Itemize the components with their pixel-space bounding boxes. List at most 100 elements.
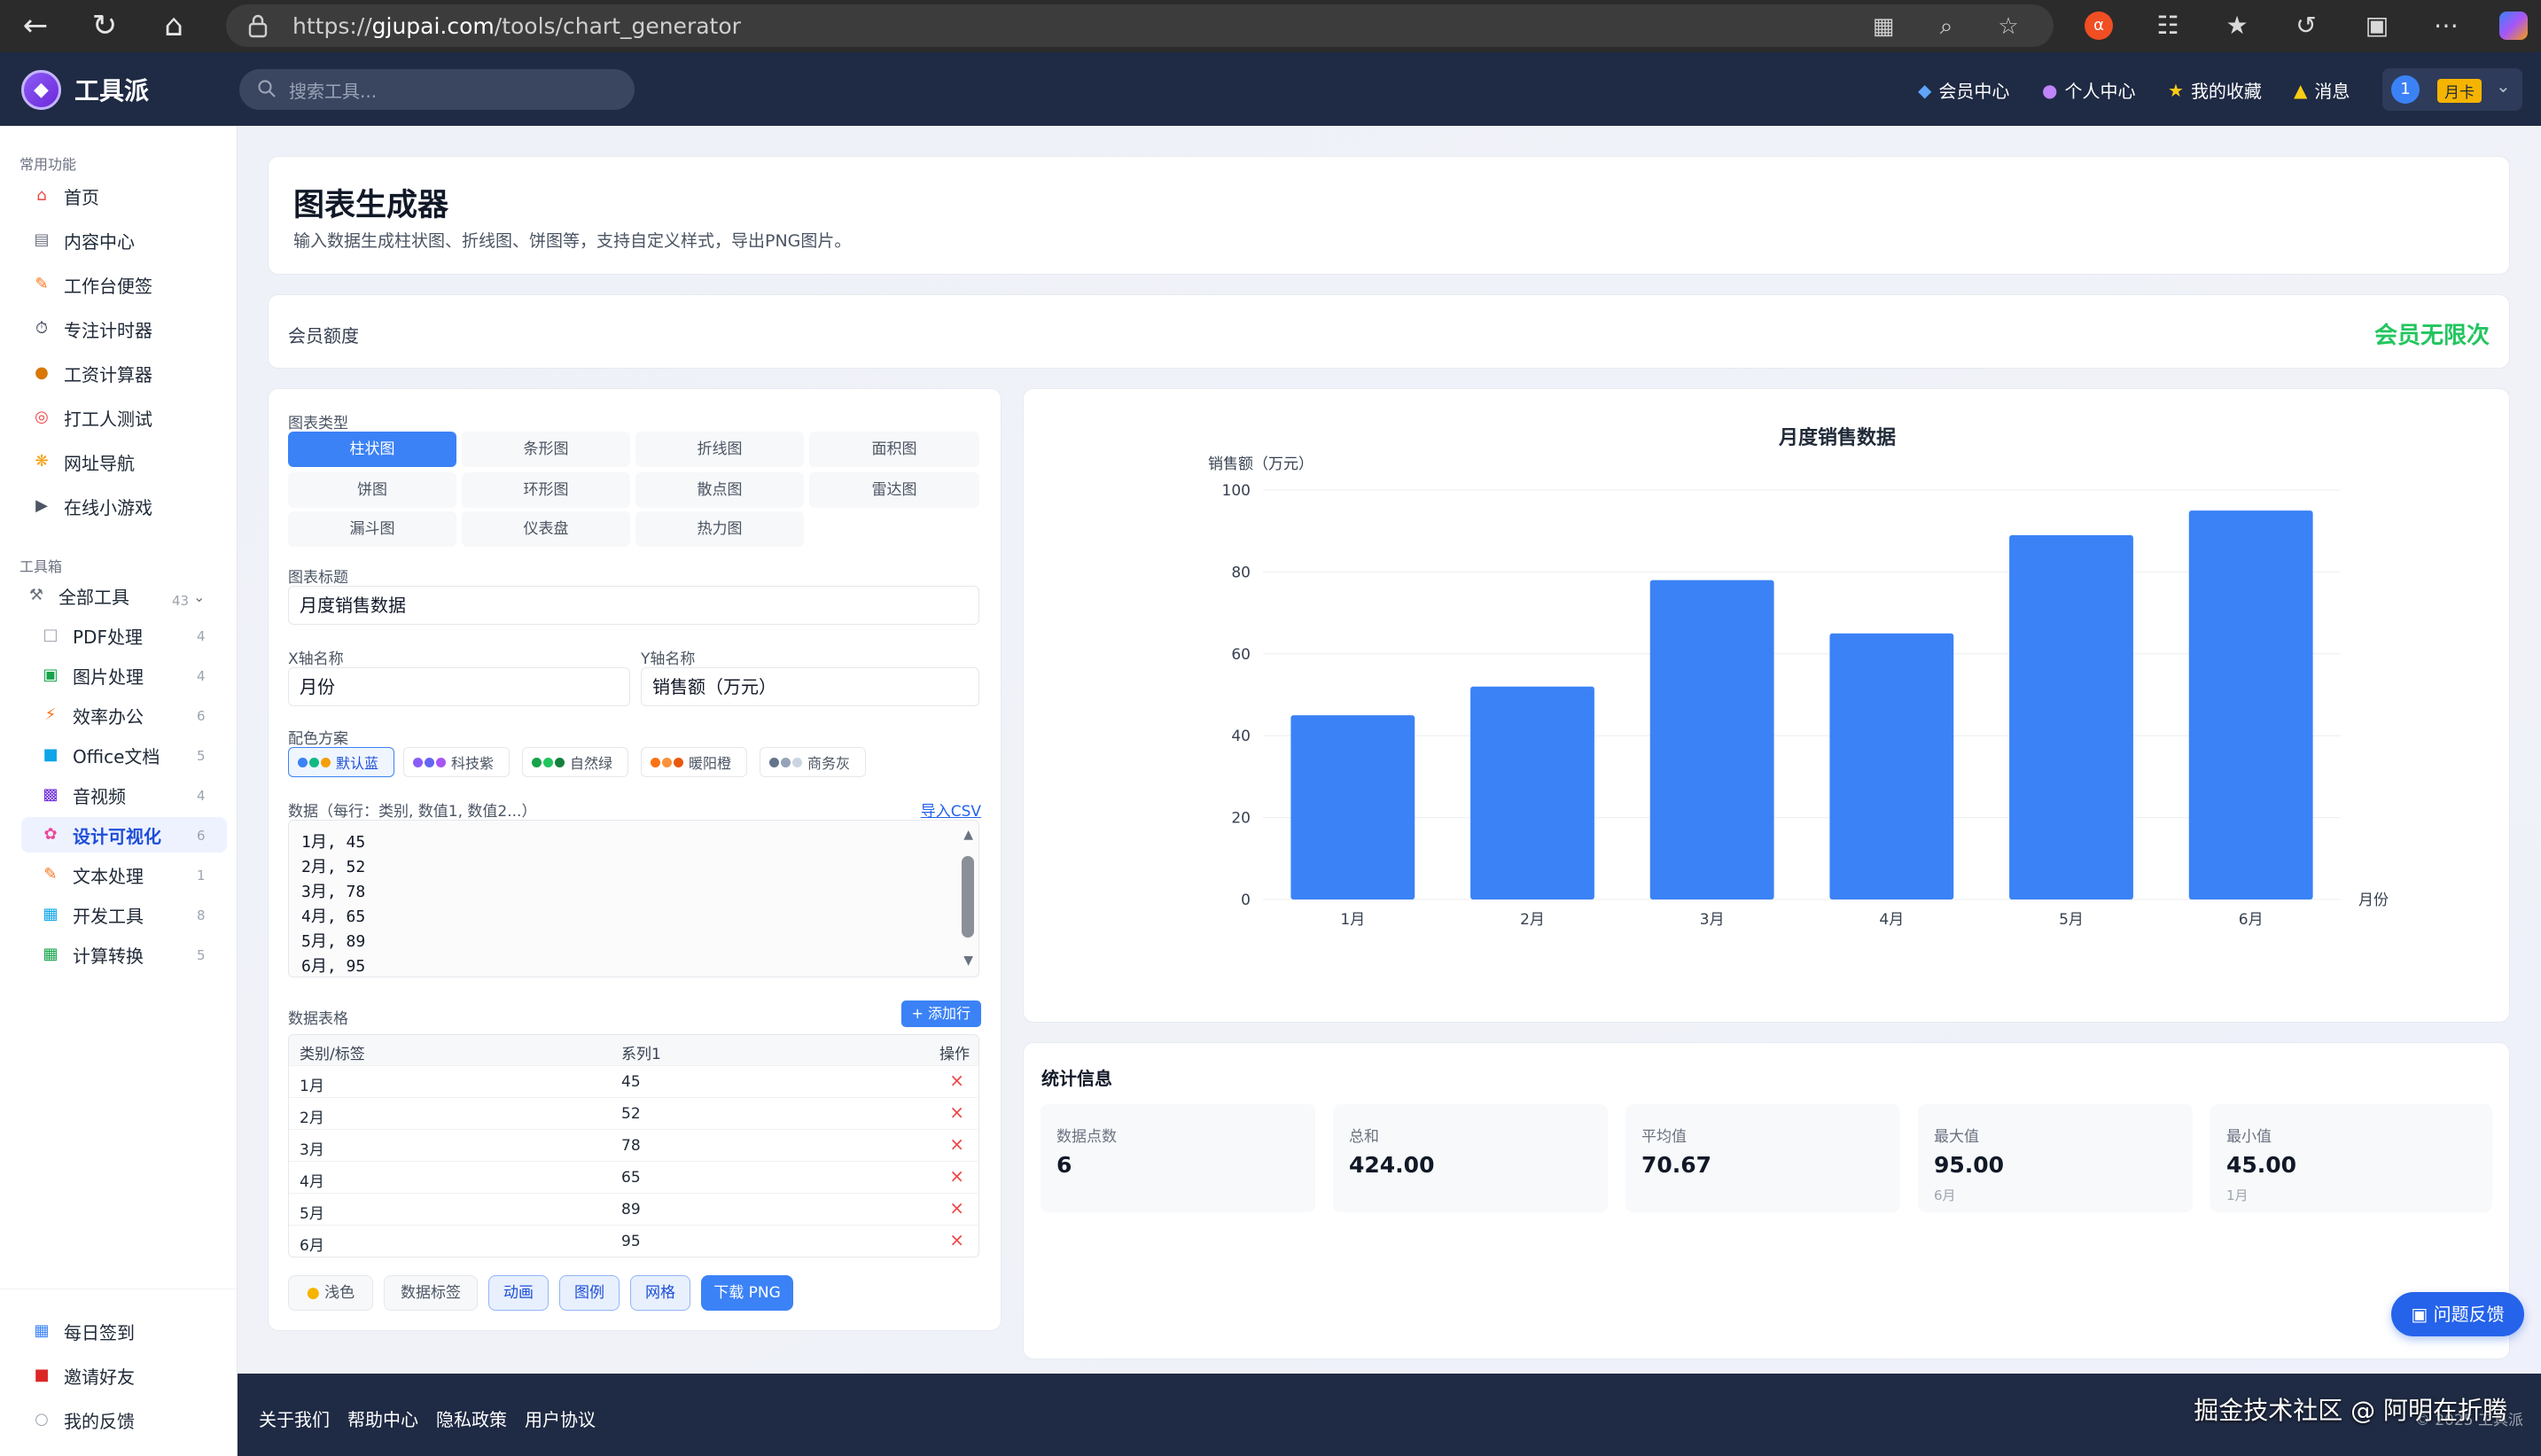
sidebar-item-worker-test[interactable]: ◎ 打工人测试 <box>32 400 152 435</box>
chevron-down-icon[interactable]: ⌄ <box>193 588 206 605</box>
light-theme-toggle[interactable]: ● 浅色 <box>288 1275 373 1311</box>
nav-member-center[interactable]: ◆ 会员中心 <box>1918 77 2009 103</box>
sidebar-item-salary[interactable]: ● 工资计算器 <box>32 355 152 391</box>
feedback-button[interactable]: ▣ 问题反馈 <box>2391 1292 2524 1336</box>
sidebar-item-media[interactable]: ▩ 音视频 <box>41 777 126 813</box>
chart-type-area[interactable]: 面积图 <box>809 432 979 467</box>
chart-type-funnel[interactable]: 漏斗图 <box>288 511 456 547</box>
sidebar-item-invite[interactable]: ■ 邀请好友 <box>32 1358 135 1393</box>
chart-type-line[interactable]: 折线图 <box>635 432 804 467</box>
scheme-nature-green[interactable]: 自然绿 <box>522 747 628 777</box>
data-textarea[interactable]: 1月, 45 2月, 52 3月, 78 4月, 65 5月, 89 6月, 9… <box>288 820 979 977</box>
table-cell-category[interactable]: 6月 <box>300 1237 324 1255</box>
table-cell-value[interactable]: 45 <box>621 1073 641 1091</box>
brand-name[interactable]: 工具派 <box>74 76 150 105</box>
sidebar-item-office-efficiency[interactable]: ⚡ 效率办公 <box>41 697 144 733</box>
refresh-icon[interactable]: ↻ <box>91 8 118 43</box>
home-icon[interactable]: ⌂ <box>164 8 183 43</box>
table-cell-value[interactable]: 95 <box>621 1233 641 1250</box>
nav-personal-center[interactable]: ● 个人中心 <box>2042 77 2135 103</box>
table-cell-value[interactable]: 65 <box>621 1169 641 1187</box>
table-cell-value[interactable]: 89 <box>621 1201 641 1219</box>
chart-type-heatmap[interactable]: 热力图 <box>635 511 804 547</box>
chart-type-horizontal-bar[interactable]: 条形图 <box>462 432 630 467</box>
delete-row-icon[interactable]: × <box>949 1229 964 1250</box>
table-cell-value[interactable]: 78 <box>621 1137 641 1155</box>
legend-toggle[interactable]: 图例 <box>559 1275 620 1311</box>
delete-row-icon[interactable]: × <box>949 1102 964 1123</box>
nav-favorites[interactable]: ★ 我的收藏 <box>2168 77 2262 103</box>
table-row[interactable]: 2月 52 × <box>289 1097 978 1129</box>
screenshot-icon[interactable]: ▣ <box>2365 11 2389 40</box>
copilot-icon[interactable] <box>2499 12 2528 40</box>
nav-messages[interactable]: ▲ 消息 <box>2294 77 2350 103</box>
scheme-tech-purple[interactable]: 科技紫 <box>403 747 510 777</box>
delete-row-icon[interactable]: × <box>949 1197 964 1219</box>
app-grid-icon[interactable]: ▦ <box>1872 13 1895 40</box>
chart-type-pie[interactable]: 饼图 <box>288 472 456 508</box>
sidebar-item-all-tools[interactable]: ⚒ 全部工具 <box>27 578 129 613</box>
chart-title-input[interactable]: 月度销售数据 <box>288 586 979 625</box>
delete-row-icon[interactable]: × <box>949 1165 964 1187</box>
table-row[interactable]: 1月 45 × <box>289 1065 978 1097</box>
sidebar-item-content[interactable]: ▤ 内容中心 <box>32 222 135 258</box>
sidebar-item-notes[interactable]: ✎ 工作台便签 <box>32 267 152 302</box>
sidebar-item-feedback[interactable]: ○ 我的反馈 <box>32 1402 135 1437</box>
sidebar-item-checkin[interactable]: ▦ 每日签到 <box>32 1313 135 1349</box>
table-row[interactable]: 6月 95 × <box>289 1225 978 1257</box>
scheme-default-blue[interactable]: 默认蓝 <box>288 747 394 777</box>
import-csv-link[interactable]: 导入CSV <box>920 803 981 821</box>
footer-link-terms[interactable]: 用户协议 <box>525 1409 596 1430</box>
chart-type-bar[interactable]: 柱状图 <box>288 432 456 467</box>
footer-link-help[interactable]: 帮助中心 <box>347 1409 418 1430</box>
chart-type-donut[interactable]: 环形图 <box>462 472 630 508</box>
sidebar-item-home[interactable]: ⌂ 首页 <box>32 178 99 214</box>
sidebar-item-games[interactable]: ▶ 在线小游戏 <box>32 488 152 524</box>
delete-row-icon[interactable]: × <box>949 1070 964 1091</box>
x-axis-input[interactable]: 月份 <box>288 667 630 706</box>
table-cell-category[interactable]: 5月 <box>300 1205 324 1223</box>
sidebar-item-text[interactable]: ✎ 文本处理 <box>41 857 144 892</box>
extension-app-icon[interactable]: α <box>2085 12 2113 40</box>
add-row-button[interactable]: + 添加行 <box>900 1001 981 1027</box>
y-axis-input[interactable]: 销售额（万元） <box>641 667 979 706</box>
footer-link-about[interactable]: 关于我们 <box>259 1409 330 1430</box>
table-row[interactable]: 3月 78 × <box>289 1129 978 1161</box>
scroll-down-icon[interactable]: ▼ <box>963 954 973 968</box>
sidebar-item-timer[interactable]: ⏱ 专注计时器 <box>32 311 152 346</box>
sidebar-item-office-docs[interactable]: ■ Office文档 <box>41 737 160 773</box>
footer-link-privacy[interactable]: 隐私政策 <box>436 1409 507 1430</box>
table-row[interactable]: 5月 89 × <box>289 1193 978 1225</box>
table-row[interactable]: 4月 65 × <box>289 1161 978 1193</box>
scrollbar-thumb[interactable] <box>962 856 974 938</box>
table-cell-category[interactable]: 2月 <box>300 1110 324 1127</box>
sidebar-item-image[interactable]: ▣ 图片处理 <box>41 658 144 693</box>
star-icon[interactable]: ☆ <box>1998 13 2019 40</box>
table-cell-category[interactable]: 4月 <box>300 1173 324 1191</box>
chart-type-radar[interactable]: 雷达图 <box>809 472 979 508</box>
animation-toggle[interactable]: 动画 <box>488 1275 549 1311</box>
zoom-icon[interactable]: ⌕ <box>1939 13 1953 40</box>
sidebar-item-calc[interactable]: ▦ 计算转换 <box>41 937 144 972</box>
chart-type-gauge[interactable]: 仪表盘 <box>462 511 630 547</box>
data-label-toggle[interactable]: 数据标签 <box>384 1275 478 1311</box>
extensions-icon[interactable]: ☷ <box>2156 11 2179 40</box>
sidebar-item-design-visualization[interactable]: ✿ 设计可视化 <box>21 817 227 853</box>
download-png-button[interactable]: 下载 PNG <box>701 1275 793 1311</box>
favorites-icon[interactable]: ★ <box>2225 11 2249 40</box>
address-bar[interactable]: https://gjupai.com/tools/chart_generator… <box>226 4 2054 47</box>
table-cell-category[interactable]: 1月 <box>300 1078 324 1095</box>
back-icon[interactable]: ← <box>22 8 49 43</box>
table-cell-value[interactable]: 52 <box>621 1105 641 1123</box>
history-icon[interactable]: ↺ <box>2295 11 2317 40</box>
grid-toggle[interactable]: 网格 <box>630 1275 690 1311</box>
delete-row-icon[interactable]: × <box>949 1133 964 1155</box>
logo-icon[interactable]: ◆ <box>21 70 61 110</box>
scroll-up-icon[interactable]: ▲ <box>963 828 973 842</box>
more-icon[interactable]: ⋯ <box>2434 11 2459 40</box>
sidebar-item-pdf[interactable]: □ PDF处理 <box>41 618 142 653</box>
search-input[interactable]: 搜索工具... <box>239 69 635 110</box>
sidebar-item-dev[interactable]: ▦ 开发工具 <box>41 897 144 932</box>
sidebar-item-nav[interactable]: ❋ 网址导航 <box>32 444 135 479</box>
scheme-warm-orange[interactable]: 暖阳橙 <box>641 747 747 777</box>
